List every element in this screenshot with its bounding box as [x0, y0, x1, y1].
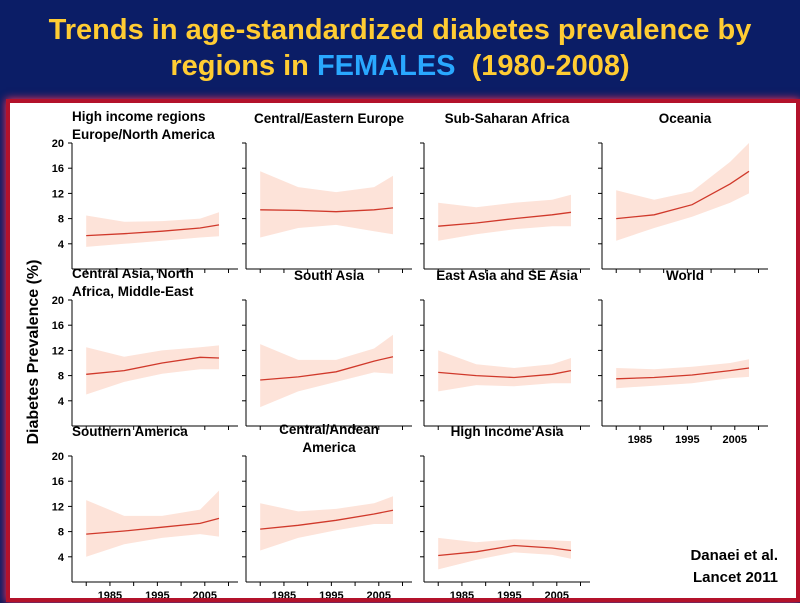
confidence-band-2	[438, 194, 571, 241]
title-line-2-start: regions in	[170, 50, 317, 82]
y-tick-label-4-8: 8	[58, 371, 64, 383]
y-tick-label-0-16: 16	[52, 163, 64, 175]
y-tick-label-4-4: 4	[58, 396, 65, 408]
confidence-band-1	[260, 171, 393, 238]
panel-title-1-0: Central/Eastern Europe	[254, 111, 405, 126]
panel-title-2-0: Sub-Saharan Africa	[445, 111, 570, 126]
trend-line-3	[616, 170, 750, 220]
y-tick-label-0-12: 12	[52, 188, 64, 200]
y-tick-label-8-12: 12	[52, 501, 64, 513]
panel-title-6-0: East Asia and SE Asia	[436, 268, 578, 283]
x-tick-label-8-1985: 1985	[98, 590, 122, 598]
confidence-band-7	[616, 359, 749, 389]
trend-line-9	[260, 509, 394, 530]
trend-line-10	[438, 544, 572, 557]
slide-title: Trends in age-standardized diabetes prev…	[0, 12, 800, 84]
trend-line-5	[260, 356, 394, 381]
x-tick-label-10-1985: 1985	[450, 590, 474, 598]
panel-title-9-1: America	[302, 440, 356, 455]
x-tick-label-7-1985: 1985	[628, 434, 652, 446]
panel-title-10-0: High income Asia	[451, 424, 564, 439]
panel-title-9-0: Central/Andean	[279, 422, 379, 437]
y-tick-label-8-8: 8	[58, 527, 64, 539]
small-multiples-chart: 4 8 12 16 20 High income regions Europe/North …	[52, 109, 768, 602]
y-tick-label-4-16: 16	[52, 320, 64, 332]
confidence-band-6	[438, 350, 571, 392]
y-tick-label-8-20: 20	[52, 451, 64, 463]
panel-title-8-0: Southern America	[72, 424, 188, 439]
y-tick-label-8-4: 4	[58, 552, 65, 564]
panel-title-0-0: High income regions	[72, 109, 206, 124]
y-tick-label-4-20: 20	[52, 295, 64, 307]
x-tick-label-8-2005: 2005	[193, 590, 217, 598]
confidence-band-8	[86, 490, 219, 557]
x-tick-label-9-2005: 2005	[367, 590, 391, 598]
trend-line-4	[86, 356, 220, 375]
x-tick-label-10-2005: 2005	[545, 590, 569, 598]
y-tick-label-8-16: 16	[52, 476, 64, 488]
title-highlight-females: FEMALES	[316, 50, 456, 82]
x-tick-label-7-2005: 2005	[723, 434, 747, 446]
x-tick-label-9-1985: 1985	[272, 590, 296, 598]
trend-line-8	[86, 517, 220, 535]
x-tick-label-7-1995: 1995	[675, 434, 699, 446]
confidence-band-0	[86, 212, 219, 247]
x-tick-label-10-1995: 1995	[497, 590, 521, 598]
confidence-band-9	[260, 496, 393, 551]
confidence-band-4	[86, 345, 219, 395]
citation: Danaei et al. Lancet 2011	[690, 545, 778, 589]
citation-journal: Lancet 2011	[692, 569, 778, 586]
panel-title-3-0: Oceania	[659, 111, 712, 126]
y-tick-label-0-4: 4	[58, 239, 65, 251]
confidence-band-10	[438, 537, 571, 570]
title-line-1: Trends in age-standardized diabetes prev…	[48, 14, 752, 46]
x-tick-label-8-1995: 1995	[145, 590, 169, 598]
y-tick-label-4-12: 12	[52, 345, 64, 357]
y-tick-label-0-20: 20	[52, 138, 64, 150]
trend-line-7	[616, 367, 750, 380]
y-tick-label-0-8: 8	[58, 214, 64, 226]
panel-title-7-0: World	[666, 268, 704, 283]
chart-panel: Diabetes Prevalence (%) 4 8 12 16 20 High inc…	[6, 99, 800, 602]
panel-title-5-0: South Asia	[294, 268, 364, 283]
x-tick-label-9-1995: 1995	[319, 590, 343, 598]
y-axis-label: Diabetes Prevalence (%)	[25, 259, 42, 445]
panel-title-4-0: Central Asia, North	[72, 266, 194, 281]
trend-line-2	[438, 211, 572, 227]
panel-title-4-1: Africa, Middle-East	[72, 284, 194, 299]
confidence-band-3	[616, 143, 749, 241]
citation-authors: Danaei et al.	[690, 547, 778, 564]
panel-title-0-1: Europe/North America	[72, 127, 215, 142]
title-line-2-end: (1980-2008)	[455, 50, 630, 82]
trend-line-1	[260, 207, 394, 213]
confidence-band-5	[260, 334, 393, 408]
trend-line-0	[86, 224, 220, 237]
trend-line-6	[438, 369, 572, 379]
